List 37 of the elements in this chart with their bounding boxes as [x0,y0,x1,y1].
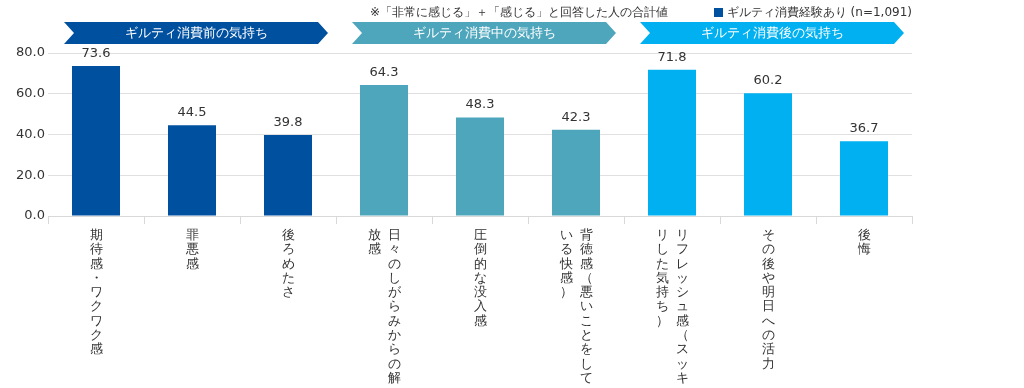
text: ギルティ消費後の気持ち [700,24,844,42]
y-tick-label: 0.0 [24,207,45,223]
bar [360,84,408,216]
y-tick-label: 80.0 [16,44,45,60]
data-label: 64.3 [369,63,399,79]
bar [456,117,504,216]
category-label: 日々のしがらみからの解放感 [367,227,401,385]
x-tick-label: 後悔 [857,227,871,257]
bar [72,66,120,216]
x-tick-label: 圧倒的な没入感 [473,227,487,328]
category-label: 期待感・ワクワク感 [89,227,103,357]
data-label: 44.5 [177,104,207,120]
bar [648,69,696,216]
bar [264,134,312,216]
data-label: 48.3 [465,96,495,112]
data-label: 60.2 [753,72,783,88]
data-label: 71.8 [657,48,687,64]
bar [744,93,792,216]
data-label: 42.3 [561,108,591,124]
text: ※「非常に感じる」＋「感じる」と回答した人の合計値 [370,4,669,21]
data-label: 36.7 [849,120,879,136]
category-label: 背徳感（悪いことをしている快感） [559,227,593,385]
category-label: リフレッシュ感（スッキリした気持ち） [655,227,689,385]
data-label: 73.6 [81,44,111,60]
x-tick-label: 罪悪感 [185,227,199,271]
x-tick-label: 後ろめたさ [281,227,295,300]
legend-label: ギルティ消費経験あり (n=1,091) [726,4,912,21]
bar [552,129,600,216]
y-tick-label: 60.0 [16,85,45,101]
text: ギルティ消費中の気持ち [412,24,556,42]
y-tick-label: 20.0 [16,166,45,182]
data-label: 39.8 [273,113,303,129]
bar [168,125,216,216]
category-label: その後や明日への活力 [761,227,775,371]
y-tick-label: 40.0 [16,125,45,141]
text: ギルティ消費前の気持ち [124,24,268,42]
bar [840,141,888,216]
